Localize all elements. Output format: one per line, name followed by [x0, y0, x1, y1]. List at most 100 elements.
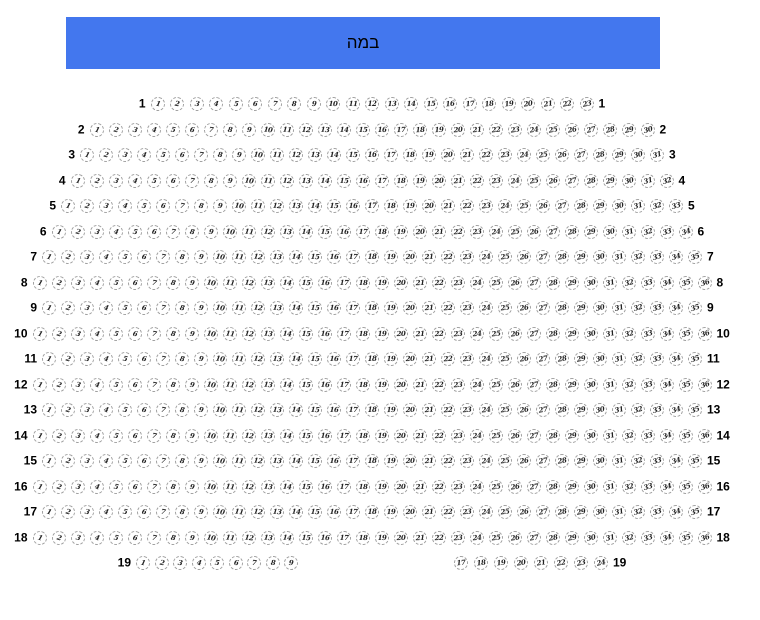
- seat[interactable]: 15: [307, 351, 323, 367]
- seat[interactable]: 17: [336, 530, 351, 545]
- seat[interactable]: 32: [648, 197, 666, 215]
- seat[interactable]: 13: [269, 300, 285, 316]
- seat[interactable]: 24: [478, 300, 494, 316]
- seat[interactable]: 1: [87, 120, 106, 139]
- seat[interactable]: 10: [212, 453, 228, 469]
- seat[interactable]: 10: [250, 147, 266, 163]
- seat[interactable]: 9: [192, 350, 210, 368]
- seat[interactable]: 17: [336, 479, 351, 494]
- seat[interactable]: 1: [30, 477, 49, 496]
- seat[interactable]: 27: [525, 427, 542, 444]
- seat[interactable]: 32: [620, 529, 637, 546]
- seat[interactable]: 33: [638, 273, 657, 292]
- seat[interactable]: 34: [657, 324, 676, 343]
- seat[interactable]: 31: [610, 401, 628, 419]
- seat[interactable]: 26: [553, 146, 571, 164]
- seat[interactable]: 4: [135, 146, 153, 164]
- seat[interactable]: 31: [610, 248, 628, 266]
- seat[interactable]: 2: [49, 273, 68, 292]
- seat[interactable]: 8: [164, 427, 181, 444]
- seat[interactable]: 14: [288, 300, 304, 316]
- seat[interactable]: 20: [402, 249, 418, 265]
- seat[interactable]: 4: [145, 121, 162, 138]
- seat[interactable]: 18: [365, 250, 379, 264]
- seat[interactable]: 33: [648, 248, 666, 266]
- seat[interactable]: 20: [412, 224, 427, 239]
- seat[interactable]: 1: [40, 503, 58, 521]
- seat[interactable]: 23: [459, 402, 475, 418]
- seat[interactable]: 23: [449, 529, 466, 546]
- seat[interactable]: 10: [202, 478, 219, 495]
- seat[interactable]: 28: [553, 299, 571, 317]
- seat[interactable]: 9: [192, 248, 210, 266]
- seat[interactable]: 31: [638, 171, 657, 190]
- seat[interactable]: 9: [183, 529, 200, 546]
- seat[interactable]: 3: [68, 324, 87, 343]
- seat[interactable]: 6: [164, 172, 181, 189]
- seat[interactable]: 11: [231, 402, 247, 418]
- seat[interactable]: 20: [402, 402, 418, 418]
- seat[interactable]: 34: [676, 222, 695, 241]
- seat[interactable]: 3: [68, 375, 87, 394]
- seat[interactable]: 27: [525, 478, 542, 495]
- seat[interactable]: 27: [525, 274, 542, 291]
- seat[interactable]: 13: [259, 274, 276, 291]
- seat[interactable]: 21: [412, 428, 427, 443]
- seat[interactable]: 2: [97, 146, 115, 164]
- seat[interactable]: 32: [620, 427, 637, 444]
- seat[interactable]: 5: [126, 223, 143, 240]
- seat[interactable]: 28: [544, 529, 561, 546]
- seat[interactable]: 2: [59, 248, 77, 266]
- seat[interactable]: 20: [440, 147, 456, 163]
- seat[interactable]: 8: [264, 555, 281, 571]
- seat[interactable]: 6: [126, 529, 143, 546]
- seat[interactable]: 15: [298, 377, 313, 392]
- seat[interactable]: 18: [365, 505, 379, 519]
- seat[interactable]: 20: [449, 121, 466, 138]
- seat[interactable]: 24: [478, 351, 494, 367]
- seat[interactable]: 18: [383, 198, 399, 214]
- seat[interactable]: 7: [154, 248, 172, 266]
- seat[interactable]: 9: [192, 452, 210, 470]
- seat[interactable]: 5: [135, 197, 153, 215]
- seat[interactable]: 28: [582, 172, 599, 189]
- seat[interactable]: 26: [516, 300, 532, 316]
- seat[interactable]: 16: [326, 453, 342, 469]
- seat[interactable]: 17: [355, 224, 370, 239]
- seat[interactable]: 14: [307, 198, 323, 214]
- seat[interactable]: 3: [78, 350, 96, 368]
- seat[interactable]: 6: [126, 376, 143, 393]
- seat[interactable]: 24: [468, 376, 485, 393]
- seat[interactable]: 30: [582, 427, 599, 444]
- seat[interactable]: 3: [68, 477, 87, 496]
- seat[interactable]: 28: [563, 223, 580, 240]
- seat[interactable]: 5: [107, 325, 124, 342]
- seat[interactable]: 30: [620, 172, 637, 189]
- seat[interactable]: 12: [250, 453, 266, 469]
- seat[interactable]: 6: [135, 401, 153, 419]
- seat[interactable]: 34: [657, 528, 676, 547]
- seat[interactable]: 20: [393, 530, 408, 545]
- seat[interactable]: 14: [298, 224, 313, 239]
- seat[interactable]: 22: [431, 275, 446, 290]
- seat[interactable]: 9: [221, 172, 238, 189]
- seat[interactable]: 35: [686, 248, 704, 266]
- seat[interactable]: 8: [183, 223, 200, 240]
- seat[interactable]: 8: [173, 503, 191, 521]
- seat[interactable]: 1: [40, 350, 58, 368]
- seat[interactable]: 1: [149, 95, 166, 113]
- seat[interactable]: 19: [412, 173, 427, 188]
- seat[interactable]: 11: [231, 453, 247, 469]
- seat[interactable]: 19: [383, 402, 399, 418]
- seat[interactable]: 25: [497, 351, 513, 367]
- seat[interactable]: 13: [269, 504, 285, 520]
- seat[interactable]: 9: [192, 299, 210, 317]
- seat[interactable]: 1: [59, 197, 77, 215]
- seat[interactable]: 9: [202, 223, 219, 240]
- seat[interactable]: 14: [288, 504, 304, 520]
- seat[interactable]: 15: [298, 326, 313, 341]
- seat[interactable]: 3: [107, 172, 124, 189]
- seat[interactable]: 8: [173, 248, 191, 266]
- seat[interactable]: 23: [449, 325, 466, 342]
- seat[interactable]: 5: [116, 299, 134, 317]
